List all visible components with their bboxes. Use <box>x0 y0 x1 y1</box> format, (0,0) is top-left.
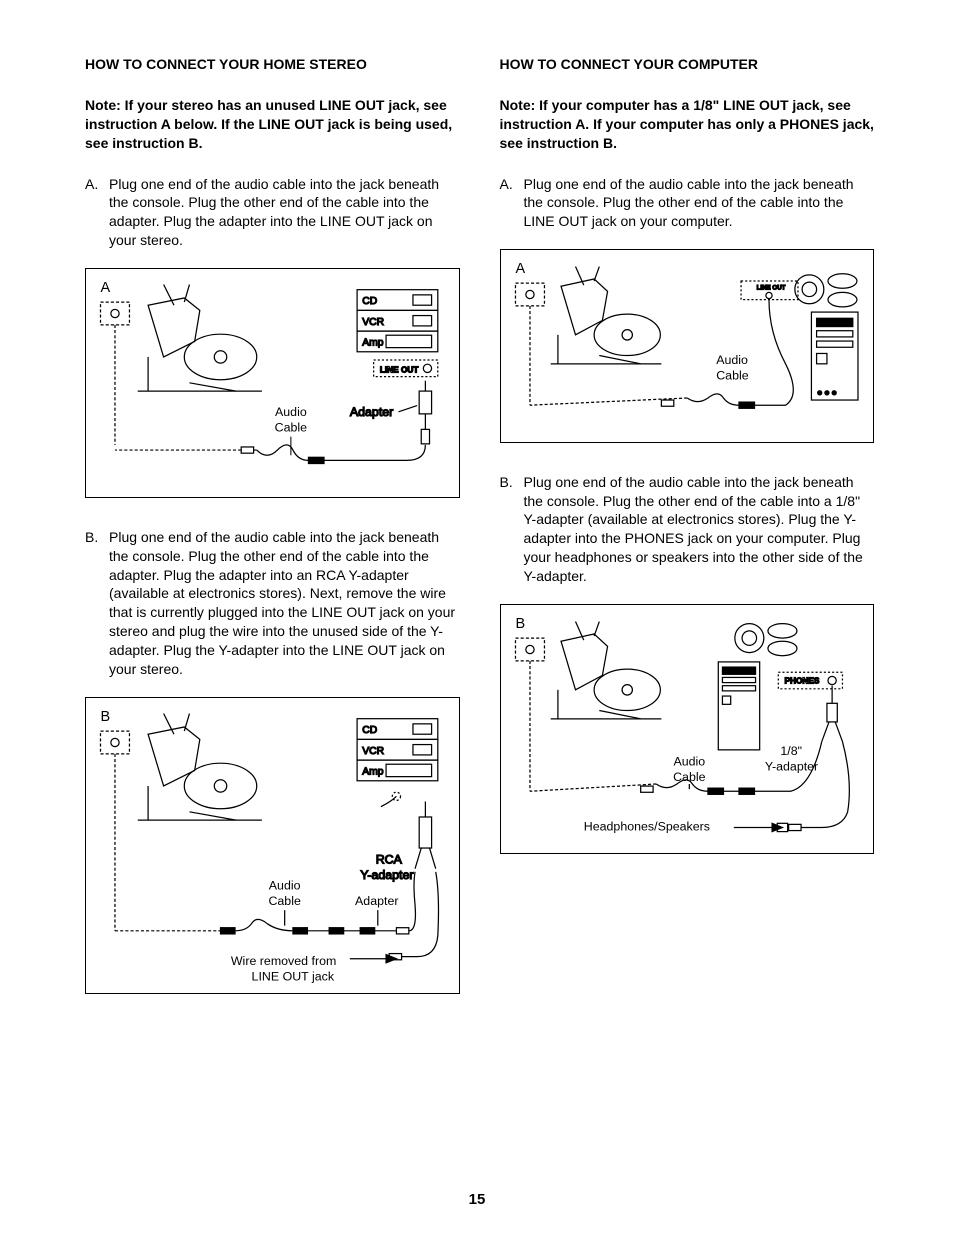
right-step-a: A. Plug one end of the audio cable into … <box>500 175 875 232</box>
svg-text:LINE OUT: LINE OUT <box>380 366 419 375</box>
left-step-a: A. Plug one end of the audio cable into … <box>85 175 460 251</box>
left-step-b-letter: B. <box>85 528 109 679</box>
left-figure-b-svg: B CD <box>86 698 459 993</box>
computer-icon: PHONES <box>718 624 842 750</box>
right-figure-a: A <box>500 249 875 442</box>
svg-text:Audio: Audio <box>673 754 705 768</box>
svg-text:LINE OUT: LINE OUT <box>756 285 785 292</box>
elliptical-icon <box>515 622 661 792</box>
right-step-a-letter: A. <box>500 175 524 232</box>
svg-text:Y-adapter: Y-adapter <box>360 868 413 882</box>
svg-text:CD: CD <box>362 296 377 307</box>
left-step-a-text: Plug one end of the audio cable into the… <box>109 175 460 251</box>
right-figure-b: B <box>500 604 875 854</box>
svg-text:Cable: Cable <box>268 894 301 908</box>
stereo-stack-icon: CD VCR Amp <box>357 719 438 807</box>
left-figure-b: B CD <box>85 697 460 994</box>
svg-text:Audio: Audio <box>716 353 748 367</box>
svg-text:Amp: Amp <box>362 766 383 777</box>
right-note: Note: If your computer has a 1/8" LINE O… <box>500 96 875 153</box>
fig-label: B <box>100 709 110 725</box>
elliptical-icon <box>515 267 661 406</box>
svg-text:Audio: Audio <box>269 878 301 892</box>
right-column: HOW TO CONNECT YOUR COMPUTER Note: If yo… <box>500 55 875 1024</box>
right-figure-a-svg: A <box>501 250 874 441</box>
svg-text:Cable: Cable <box>275 421 308 435</box>
left-figure-a-svg: A CD <box>86 269 459 497</box>
left-note: Note: If your stereo has an unused LINE … <box>85 96 460 153</box>
left-step-b: B. Plug one end of the audio cable into … <box>85 528 460 679</box>
right-step-b-text: Plug one end of the audio cable into the… <box>524 473 875 586</box>
page-columns: HOW TO CONNECT YOUR HOME STEREO Note: If… <box>85 55 874 1024</box>
page-number: 15 <box>0 1190 954 1210</box>
svg-text:Headphones/Speakers: Headphones/Speakers <box>583 820 709 834</box>
fig-label: A <box>515 261 525 277</box>
svg-text:Amp: Amp <box>362 338 383 349</box>
svg-text:PHONES: PHONES <box>784 677 819 686</box>
fig-label: B <box>515 616 525 632</box>
right-step-a-text: Plug one end of the audio cable into the… <box>524 175 875 232</box>
right-figure-b-svg: B <box>501 605 874 853</box>
stereo-stack-icon: CD VCR Amp LINE OUT <box>357 290 438 377</box>
right-heading: HOW TO CONNECT YOUR COMPUTER <box>500 55 875 74</box>
fig-label: A <box>100 280 110 296</box>
svg-text:VCR: VCR <box>362 746 384 757</box>
left-step-a-letter: A. <box>85 175 109 251</box>
computer-icon: LINE OUT <box>741 274 858 400</box>
rca-y-adapter-icon: RCA Y-adapter <box>360 801 436 882</box>
svg-text:Cable: Cable <box>716 369 749 383</box>
svg-text:Audio: Audio <box>275 405 307 419</box>
left-figure-a: A CD <box>85 268 460 498</box>
svg-text:1/8": 1/8" <box>780 744 802 758</box>
svg-text:Y-adapter: Y-adapter <box>764 760 817 774</box>
svg-text:Adapter: Adapter <box>355 894 398 908</box>
svg-text:Wire removed from: Wire removed from <box>231 954 336 968</box>
svg-text:LINE OUT jack: LINE OUT jack <box>252 969 335 983</box>
y-adapter-icon <box>821 686 842 742</box>
left-step-b-text: Plug one end of the audio cable into the… <box>109 528 460 679</box>
left-column: HOW TO CONNECT YOUR HOME STEREO Note: If… <box>85 55 460 1024</box>
elliptical-icon <box>100 285 261 445</box>
cable-path <box>115 445 425 464</box>
svg-text:CD: CD <box>362 725 377 736</box>
elliptical-icon <box>100 713 261 930</box>
right-step-b-letter: B. <box>500 473 524 586</box>
svg-text:RCA: RCA <box>376 852 403 866</box>
left-heading: HOW TO CONNECT YOUR HOME STEREO <box>85 55 460 74</box>
svg-text:Adapter: Adapter <box>350 405 393 419</box>
svg-text:Cable: Cable <box>673 770 706 784</box>
right-step-b: B. Plug one end of the audio cable into … <box>500 473 875 586</box>
svg-text:VCR: VCR <box>362 317 384 328</box>
adapter-plug-icon: Adapter <box>350 381 432 444</box>
